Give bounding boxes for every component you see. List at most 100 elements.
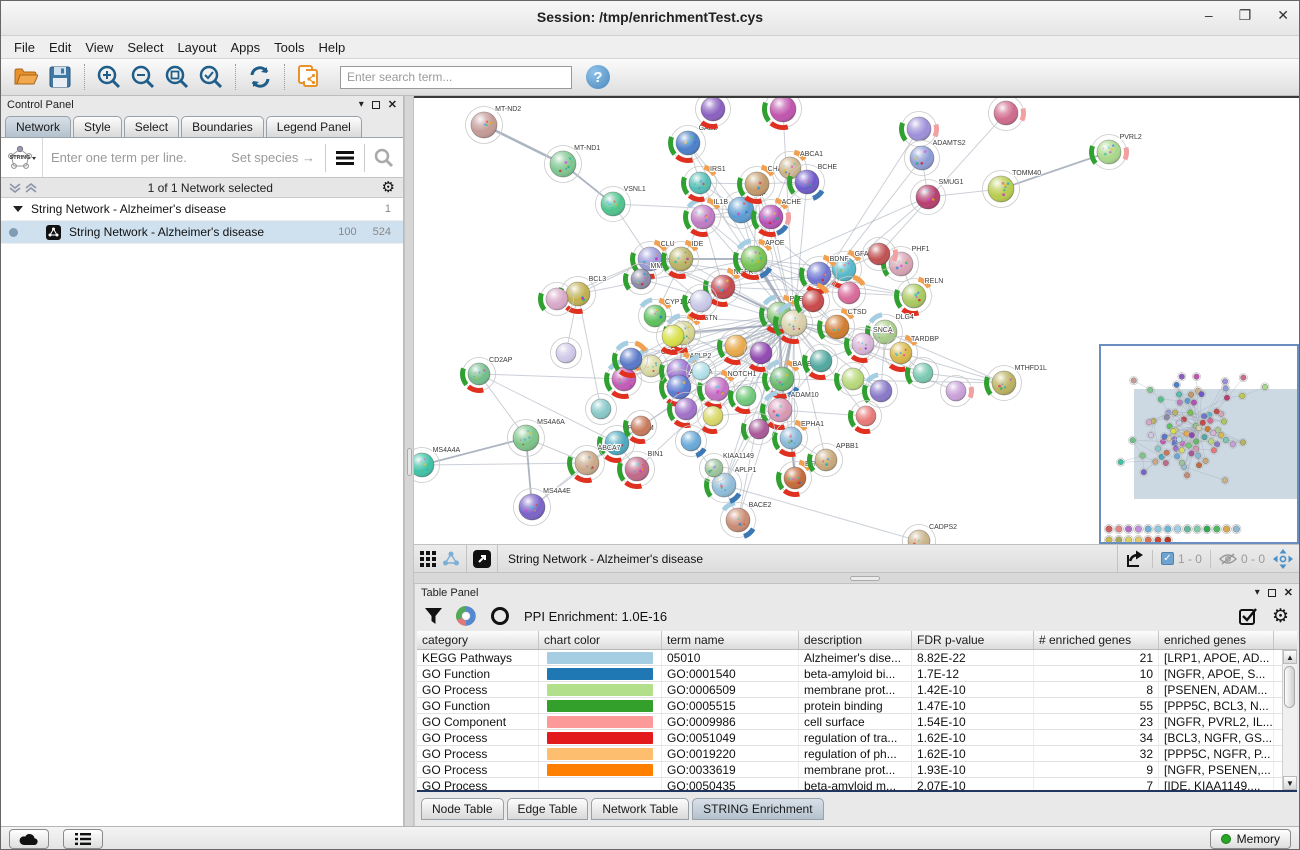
menu-item-select[interactable]: Select: [127, 39, 164, 55]
menu-item-file[interactable]: File: [14, 39, 35, 55]
network-node-mthfd1l[interactable]: MTHFD1L: [984, 364, 1048, 401]
collapse-expand-icons[interactable]: [9, 182, 39, 194]
enrichment-chart-icon[interactable]: [456, 606, 476, 626]
tree-expand-icon[interactable]: [13, 206, 23, 212]
network-node-ide[interactable]: IDE: [661, 239, 705, 279]
network-node[interactable]: [802, 344, 838, 380]
network-node-kiaa1149[interactable]: KIAA1149: [699, 452, 755, 483]
network-node[interactable]: [682, 284, 718, 320]
ring-chart-icon[interactable]: [490, 606, 510, 626]
birds-eye-view[interactable]: [1099, 344, 1299, 544]
network-node-ctsd[interactable]: CTSD: [817, 307, 868, 345]
network-node[interactable]: [656, 319, 690, 355]
menu-item-tools[interactable]: Tools: [274, 39, 305, 55]
table-row[interactable]: GO Process GO:0006509 membrane prot... 1.42…: [417, 682, 1297, 698]
memory-button[interactable]: Memory: [1209, 829, 1291, 849]
panel-menu-icon[interactable]: ▾: [1254, 587, 1260, 598]
network-node-gab2[interactable]: GAB2: [668, 124, 718, 163]
network-node[interactable]: [667, 392, 703, 428]
network-node[interactable]: [862, 372, 898, 408]
network-node-bin1[interactable]: BIN1: [617, 450, 664, 489]
network-node[interactable]: [832, 274, 866, 310]
column-header-description[interactable]: description: [799, 631, 912, 649]
network-node[interactable]: [862, 237, 898, 271]
save-session-button[interactable]: [44, 62, 76, 92]
network-node[interactable]: [740, 413, 775, 445]
zoom-fit-button[interactable]: [161, 62, 193, 92]
string-query-input[interactable]: [43, 150, 232, 165]
column-header-enriched-genes[interactable]: enriched genes: [1159, 631, 1274, 649]
cloud-tasks-button[interactable]: [9, 829, 49, 849]
panel-close-icon[interactable]: ✕: [1283, 587, 1293, 599]
network-node-ms4a6a[interactable]: MS4A6A: [507, 418, 566, 457]
clone-network-button[interactable]: [293, 62, 325, 92]
detach-view-icon[interactable]: [473, 549, 491, 568]
column-header--enriched-genes[interactable]: # enriched genes: [1034, 631, 1159, 649]
network-node-bace2[interactable]: BACE2: [720, 500, 773, 539]
scroll-up-arrow[interactable]: ▲: [1283, 650, 1297, 664]
table-row[interactable]: KEGG Pathways 05010 Alzheimer's dise... 8.8…: [417, 650, 1297, 666]
network-node[interactable]: [727, 380, 762, 414]
network-mode-icon[interactable]: [442, 551, 460, 567]
string-options-button[interactable]: [326, 150, 364, 165]
network-node[interactable]: [550, 337, 582, 369]
scroll-thumb[interactable]: [1284, 666, 1295, 708]
panel-close-icon[interactable]: ✕: [387, 99, 397, 111]
network-node-mt-nd1[interactable]: MT-ND1: [544, 144, 601, 183]
network-node-snca[interactable]: SNCA: [844, 326, 894, 363]
minimize-button[interactable]: –: [1204, 7, 1213, 23]
filter-icon[interactable]: [425, 608, 442, 624]
task-history-button[interactable]: [63, 829, 103, 849]
network-node-ms4a4a[interactable]: MS4A4A: [414, 446, 462, 483]
network-node-tnf[interactable]: TNF: [722, 190, 767, 229]
set-species-label[interactable]: Set species →: [231, 150, 315, 165]
horizontal-splitter[interactable]: [414, 572, 1299, 584]
network-node-tomm40[interactable]: TOMM40: [982, 169, 1042, 208]
string-protein-query-selector[interactable]: STRING: [1, 138, 43, 177]
zoom-selected-button[interactable]: [195, 62, 227, 92]
menu-item-apps[interactable]: Apps: [230, 39, 261, 55]
network-node[interactable]: [899, 111, 939, 147]
network-node-bdnf[interactable]: BDNF: [799, 254, 850, 294]
network-node-vsnl1[interactable]: VSNL1: [595, 185, 647, 222]
network-node[interactable]: [940, 375, 974, 407]
menu-item-layout[interactable]: Layout: [177, 39, 217, 55]
tab-edge-table[interactable]: Edge Table: [506, 798, 589, 820]
splitter-grip[interactable]: [406, 448, 412, 476]
scroll-down-arrow[interactable]: ▼: [1283, 776, 1297, 790]
tab-boundaries[interactable]: Boundaries: [181, 116, 264, 137]
help-button[interactable]: ?: [586, 65, 610, 89]
network-node-ache[interactable]: ACHE: [751, 197, 802, 237]
select-all-icon[interactable]: [1238, 607, 1258, 626]
table-row[interactable]: GO Function GO:0005515 protein binding 1.47…: [417, 698, 1297, 714]
column-header-term-name[interactable]: term name: [662, 631, 799, 649]
tab-legend-panel[interactable]: Legend Panel: [265, 116, 362, 137]
table-row[interactable]: GO Process GO:0033619 membrane prot... 1.93…: [417, 762, 1297, 778]
gear-icon[interactable]: ⚙: [381, 179, 395, 196]
network-node-apoe[interactable]: APOE: [732, 238, 786, 280]
network-node-reln[interactable]: RELN: [894, 276, 944, 316]
network-node[interactable]: [585, 393, 617, 425]
close-button[interactable]: ✕: [1277, 7, 1289, 23]
network-node-adam10[interactable]: ADAM10: [760, 390, 820, 430]
tab-network-table[interactable]: Network Table: [591, 798, 690, 820]
table-scrollbar[interactable]: ▲ ▼: [1282, 650, 1297, 790]
network-node-adamts2[interactable]: ADAMTS2: [904, 139, 967, 176]
network-node-bche[interactable]: BCHE: [787, 163, 838, 201]
network-node-bcl3[interactable]: BCL3: [558, 275, 607, 314]
network-node-smug1[interactable]: SMUG1: [910, 178, 965, 215]
panel-float-icon[interactable]: [371, 100, 380, 109]
network-node[interactable]: [904, 357, 939, 389]
grid-mode-icon[interactable]: [420, 550, 436, 567]
column-header-fdr-p-value[interactable]: FDR p-value: [912, 631, 1034, 649]
network-node-abca7[interactable]: ABCA7: [567, 444, 622, 483]
network-node[interactable]: [834, 362, 870, 396]
tab-string-enrichment[interactable]: STRING Enrichment: [692, 798, 824, 820]
network-node[interactable]: [622, 410, 657, 444]
menu-item-help[interactable]: Help: [318, 39, 346, 55]
network-node-cadps2[interactable]: CADPS2: [902, 523, 958, 544]
zoom-out-button[interactable]: [127, 62, 159, 92]
network-node-mme[interactable]: MME: [622, 262, 668, 295]
network-node-ms4a4e[interactable]: MS4A4E: [513, 487, 572, 526]
table-row[interactable]: GO Process GO:0051049 regulation of tra...…: [417, 730, 1297, 746]
